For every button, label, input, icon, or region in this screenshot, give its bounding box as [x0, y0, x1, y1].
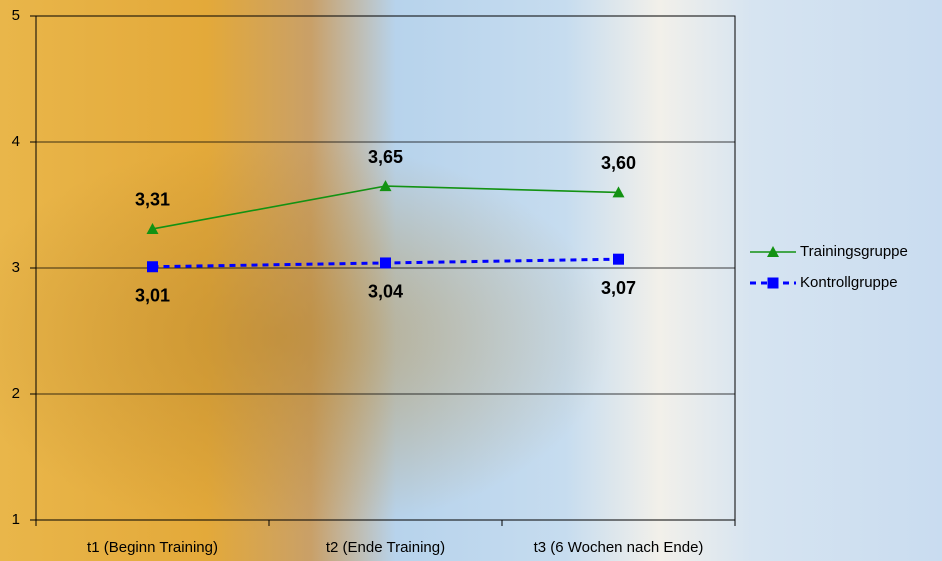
legend-label: Trainingsgruppe	[800, 243, 908, 260]
value-label: 3,07	[601, 278, 636, 298]
value-label: 3,04	[368, 282, 403, 302]
x-tick-label: t1 (Beginn Training)	[87, 539, 218, 556]
value-label: 3,60	[601, 153, 636, 173]
value-label: 3,31	[135, 190, 170, 210]
x-tick-label: t3 (6 Wochen nach Ende)	[534, 539, 704, 556]
legend-marker	[767, 277, 779, 289]
legend-marker	[767, 246, 779, 257]
data-point	[612, 186, 625, 198]
value-label: 3,01	[135, 285, 170, 305]
data-point	[147, 261, 158, 273]
y-tick-label: 5	[12, 7, 20, 24]
legend-label: Kontrollgruppe	[800, 274, 898, 291]
data-point	[613, 253, 624, 265]
x-tick-label: t2 (Ende Training)	[326, 539, 445, 556]
y-tick-label: 3	[12, 259, 20, 276]
y-tick-label: 1	[12, 511, 20, 528]
y-tick-label: 4	[12, 133, 20, 150]
data-point	[379, 180, 392, 192]
plot-frame	[35, 15, 736, 521]
data-point	[146, 222, 159, 234]
y-tick-label: 2	[12, 385, 20, 402]
value-label: 3,65	[368, 147, 403, 167]
data-point	[380, 257, 391, 269]
